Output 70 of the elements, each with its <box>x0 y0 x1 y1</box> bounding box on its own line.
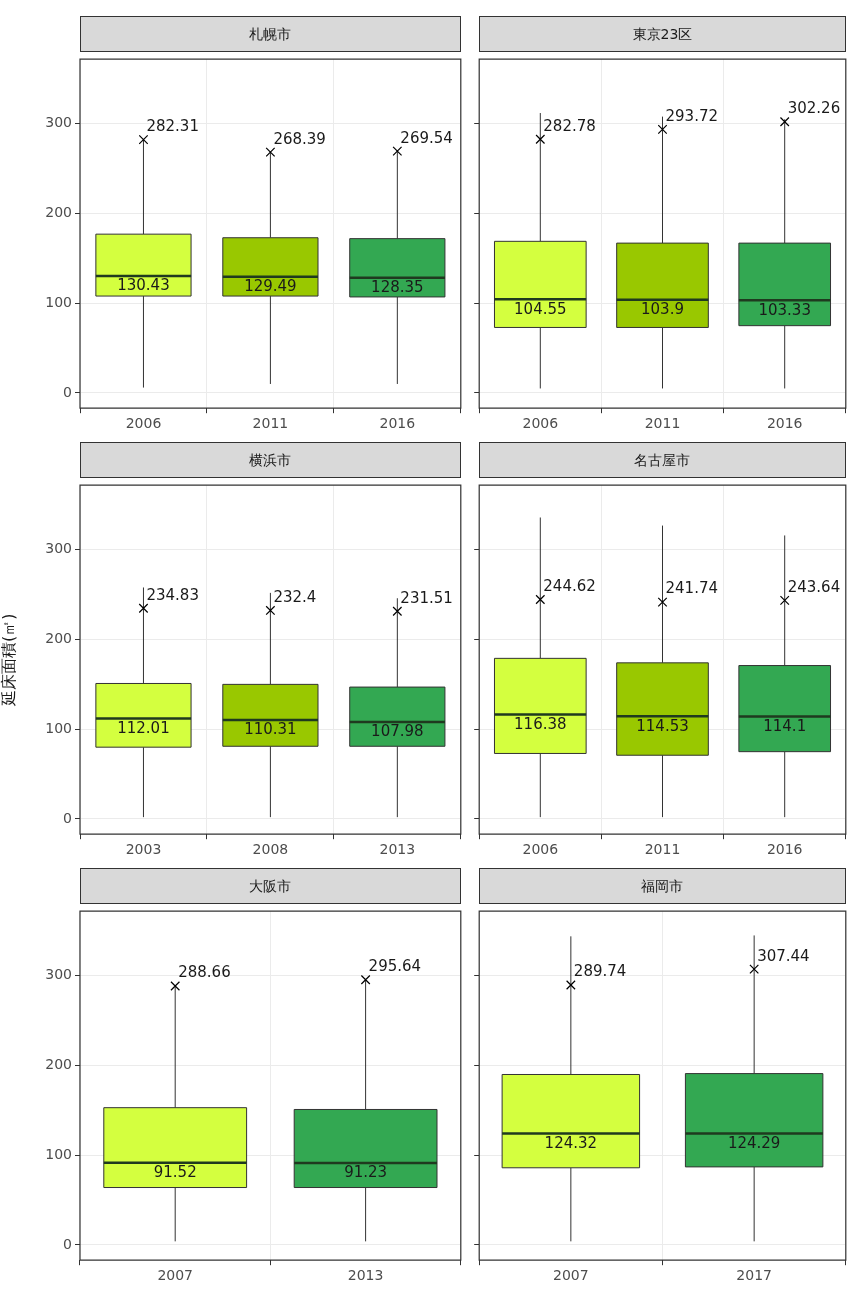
annotation: 124.29 <box>727 1133 781 1152</box>
annotation: 116.38 <box>514 714 567 733</box>
x-tick-label: 2013 <box>379 841 416 858</box>
chart-title: 東京23区 <box>479 16 846 52</box>
y-tick-label: 200 <box>45 1056 72 1073</box>
chart-title: 福岡市 <box>479 868 846 904</box>
y-tick-label: 300 <box>45 114 72 131</box>
annotation: 91.23 <box>344 1163 388 1182</box>
data-label: 231.51 <box>400 588 453 607</box>
chart-title: 大阪市 <box>80 868 461 904</box>
annotation: 114.53 <box>636 716 689 735</box>
x-tick-label: 2011 <box>644 415 681 432</box>
y-tick-label: 200 <box>45 630 72 647</box>
annotation: 130.43 <box>117 276 170 295</box>
annotation: 129.49 <box>244 277 297 296</box>
y-tick-label: 200 <box>45 204 72 221</box>
data-label: 244.62 <box>543 576 596 595</box>
chart-title: 札幌市 <box>80 16 461 52</box>
annotation: 91.52 <box>153 1163 197 1182</box>
y-axis-title: 延床面積(㎡) <box>0 613 18 707</box>
x-tick-label: 2006 <box>522 841 559 858</box>
x-tick-label: 2008 <box>252 841 289 858</box>
data-label: 288.66 <box>178 963 231 982</box>
annotation: 103.9 <box>641 300 684 319</box>
x-tick-label: 2007 <box>553 1267 589 1284</box>
y-tick-label: 300 <box>45 540 72 557</box>
x-tick-label: 2007 <box>157 1267 194 1284</box>
annotation: 107.98 <box>371 722 424 741</box>
x-tick-label: 2006 <box>522 415 559 432</box>
point <box>265 147 276 157</box>
y-tick-label: 100 <box>45 1145 72 1162</box>
data-label: 234.83 <box>146 585 199 604</box>
annotation: 128.35 <box>371 278 424 297</box>
annotation: 112.01 <box>117 718 170 737</box>
x-tick-label: 2016 <box>766 841 803 858</box>
chart-title: 名古屋市 <box>479 442 846 478</box>
data-label: 307.44 <box>757 946 810 965</box>
data-label: 269.54 <box>400 128 453 147</box>
x-tick-label: 2016 <box>766 415 803 432</box>
point <box>392 146 403 156</box>
data-label: 243.64 <box>787 577 841 596</box>
annotation: 124.32 <box>544 1133 598 1152</box>
y-tick-label: 0 <box>63 383 72 400</box>
data-label: 289.74 <box>573 962 627 981</box>
annotation: 114.1 <box>763 716 807 735</box>
data-label: 295.64 <box>368 957 422 976</box>
x-tick-label: 2017 <box>736 1267 772 1284</box>
data-label: 293.72 <box>665 106 718 125</box>
chart-title: 横浜市 <box>80 442 461 478</box>
data-label: 282.31 <box>146 117 199 136</box>
x-tick-label: 2016 <box>379 415 416 432</box>
x-tick-label: 2013 <box>347 1267 384 1284</box>
data-label: 268.39 <box>273 129 326 148</box>
data-label: 282.78 <box>543 116 596 135</box>
annotation: 104.55 <box>514 299 567 318</box>
data-label: 302.26 <box>787 99 841 118</box>
data-label: 232.4 <box>273 587 317 606</box>
x-tick-label: 2003 <box>125 841 162 858</box>
y-tick-label: 100 <box>45 719 72 736</box>
y-tick-label: 300 <box>45 966 72 983</box>
y-tick-label: 0 <box>63 1235 72 1252</box>
x-tick-label: 2011 <box>644 841 681 858</box>
annotation: 110.31 <box>244 720 297 739</box>
annotation: 103.33 <box>758 300 811 319</box>
x-tick-label: 2006 <box>125 415 162 432</box>
point <box>138 134 149 145</box>
y-tick-label: 100 <box>45 293 72 310</box>
x-tick-label: 2011 <box>252 415 289 432</box>
y-tick-label: 0 <box>63 809 72 826</box>
data-label: 241.74 <box>665 579 718 598</box>
